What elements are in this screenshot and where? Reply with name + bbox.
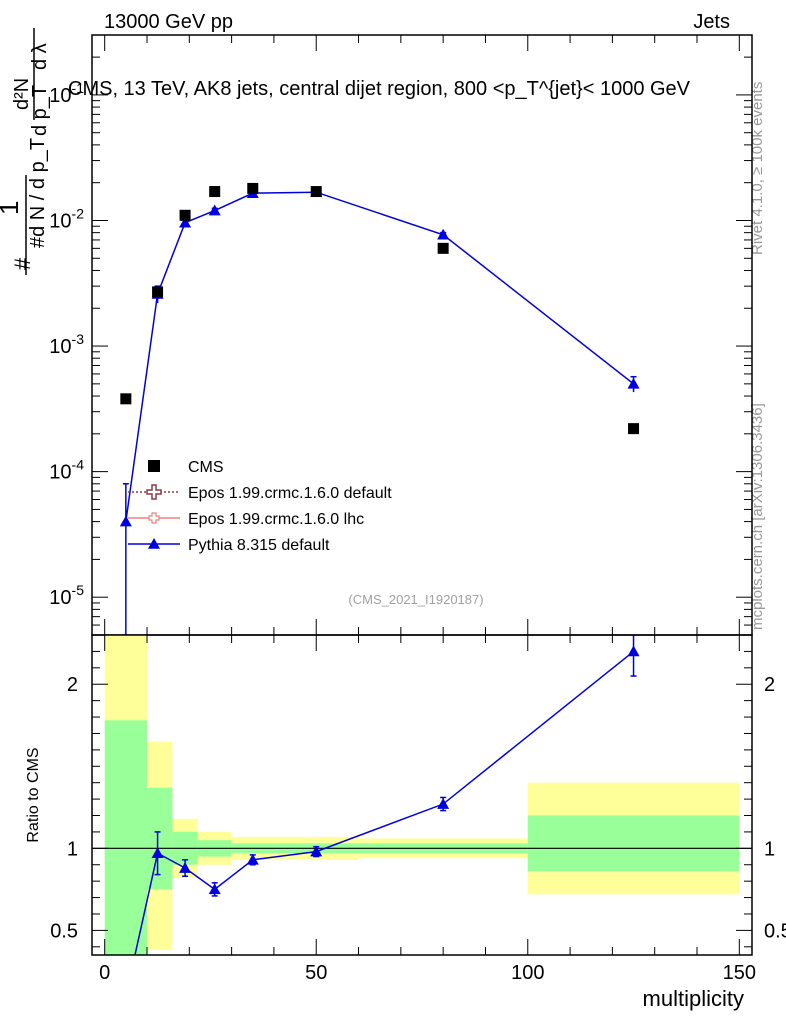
main-y-tick-label: 10-4: [49, 457, 84, 484]
pythia-line: [125, 191, 635, 522]
cms-data-point: [152, 286, 164, 298]
main-title: CMS, 13 TeV, AK8 jets, central dijet reg…: [68, 78, 691, 100]
mcplots-label: mcplots.cern.ch [arXiv:1306.3436]: [749, 403, 766, 630]
legend-marker-epos-default: [146, 484, 162, 500]
ylabel-numerator: 1: [0, 201, 24, 215]
ratio-pythia-point: [208, 883, 221, 895]
cms-data-point: [310, 186, 322, 198]
ratio-frame: [91, 634, 753, 956]
cms-data-point: [179, 209, 191, 221]
ratio-pythia-point: [627, 645, 640, 657]
rivet-version-label: Rivet 4.1.0, ≥ 100k events: [749, 82, 766, 255]
ratio-series: [134, 635, 640, 955]
ratio-pythia-point: [246, 853, 259, 865]
x-tick-label: 0: [99, 962, 110, 984]
header-left-label: 13000 GeV pp: [104, 11, 233, 33]
legend-marker-pythia: [148, 538, 160, 549]
ratio-pythia-point: [179, 862, 192, 873]
ratio-y-tick-label-right: 2: [764, 674, 775, 696]
pythia-point: [437, 228, 450, 240]
legend-marker-cms: [148, 460, 160, 472]
ratio-bands: [104, 635, 740, 955]
ratio-band-inner: [104, 720, 147, 955]
ratio-band-inner: [527, 815, 740, 872]
ratio-y-axis-title: Ratio to CMS: [25, 747, 42, 842]
cms-data-point: [247, 182, 259, 194]
pythia-point: [627, 377, 640, 389]
ratio-pythia-point: [310, 845, 323, 857]
main-y-tick-label: 10-2: [49, 205, 84, 232]
ylabel-hash: #: [10, 257, 35, 270]
ratio-y-tick-label: 1: [67, 838, 78, 860]
x-tick-label: 100: [511, 962, 544, 984]
pythia-point: [208, 204, 221, 216]
x-tick-label: 50: [305, 962, 327, 984]
ylabel-dpt: d p_T: [29, 85, 51, 136]
main-axis-ticks: 10-1 10-2 10-3 10-4 10-5: [49, 35, 752, 635]
cms-data-point: [209, 186, 221, 198]
main-y-tick-label: 10-5: [49, 582, 84, 609]
header-right-label: Jets: [693, 11, 730, 33]
ratio-y-tick-label-right: 1: [764, 838, 775, 860]
ratio-pythia-point: [437, 798, 450, 809]
ratio-y-tick-label: 2: [67, 674, 78, 696]
ylabel-dlambda: d λ: [29, 43, 51, 70]
main-series: [119, 182, 640, 635]
main-y-axis-title: # 1 #d N / d p_T d²N d p_T d λ: [0, 28, 51, 275]
x-tick-label: 150: [723, 962, 756, 984]
analysis-watermark: (CMS_2021_I1920187): [348, 592, 483, 607]
legend: CMS Epos 1.99.crmc.1.6.0 default Epos 1.99…: [128, 459, 392, 554]
legend-label: Epos 1.99.crmc.1.6.0 lhc: [188, 511, 364, 528]
x-axis-title: multiplicity: [643, 986, 744, 1011]
pythia-point: [179, 216, 192, 228]
legend-label: CMS: [188, 459, 224, 476]
main-panel: 10-1 10-2 10-3 10-4 10-5 (CMS_2021_I1920187)…: [49, 34, 753, 636]
ylabel-denominator: #d N / d p_T: [27, 138, 49, 248]
ratio-axis-ticks: 0.5 0.5 1 1 2 2 0 50 100 150: [50, 635, 786, 984]
ratio-band-inner: [147, 787, 173, 890]
ratio-y-tick-label-right: 0.5: [764, 920, 786, 942]
main-y-tick-label: 10-1: [49, 80, 84, 107]
main-y-tick-label: 10-3: [49, 331, 84, 358]
cms-data-point: [628, 423, 640, 435]
legend-label: Pythia 8.315 default: [188, 537, 330, 554]
legend-label: Epos 1.99.crmc.1.6.0 default: [188, 485, 392, 502]
ylabel-d2n: d²N: [11, 78, 33, 110]
cms-data-point: [437, 242, 449, 254]
legend-marker-epos-lhc: [148, 512, 160, 524]
ratio-panel: 0.5 0.5 1 1 2 2 0 50 100 150 Ratio to CMS multipl…: [25, 634, 786, 1011]
ratio-y-tick-label: 0.5: [50, 920, 78, 942]
ratio-pythia-point: [151, 847, 164, 859]
cms-data-point: [120, 393, 132, 405]
pythia-point: [119, 515, 132, 527]
